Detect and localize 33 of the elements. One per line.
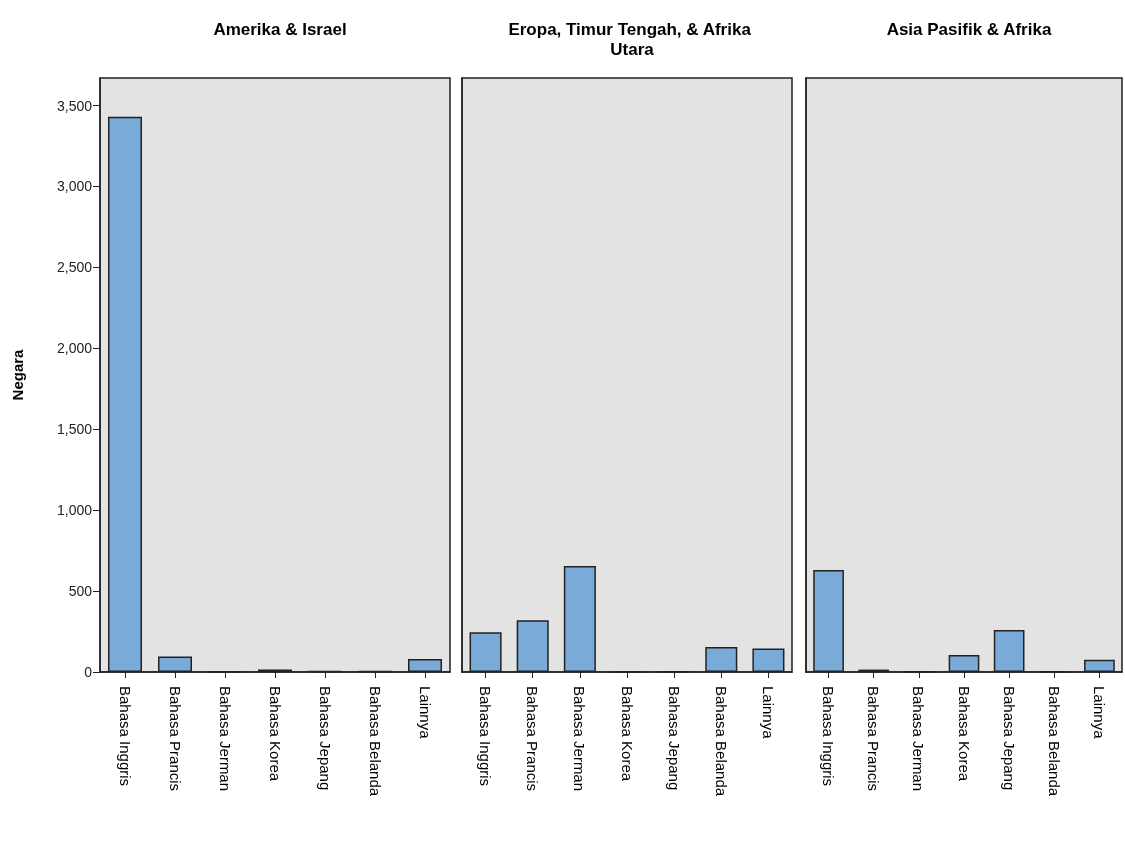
x-tick-label: Bahasa Jepang — [665, 686, 683, 791]
x-tick-label: Bahasa Belanda — [1045, 686, 1063, 797]
y-tick-label: 500 — [68, 583, 93, 600]
x-tick-label: Bahasa Prancis — [865, 686, 883, 792]
x-tick-label: Lainnya — [1090, 686, 1108, 740]
chart-title: Amerika & Israel — [213, 19, 347, 39]
y-tick-label: 2,500 — [56, 259, 93, 276]
y-tick-label: 1,500 — [56, 421, 93, 438]
x-tick-label: Bahasa Inggris — [820, 686, 838, 787]
chart-title: Eropa, Timur Tengah, & Afrika Utara — [508, 19, 756, 59]
x-tick-label: Bahasa Belanda — [366, 686, 384, 797]
chart-title: Asia Pasifik & Afrika — [886, 19, 1052, 39]
x-tick-label: Bahasa Jerman — [910, 686, 928, 792]
x-tick-label: Lainnya — [416, 686, 434, 740]
y-tick-label: 1,000 — [56, 502, 93, 519]
y-axis-title: Negara — [9, 348, 26, 401]
x-tick-label: Bahasa Inggris — [116, 686, 134, 787]
x-tick-label: Bahasa Jepang — [316, 686, 334, 791]
x-tick-label: Bahasa Prancis — [166, 686, 184, 792]
x-tick-label: Bahasa Inggris — [477, 686, 495, 787]
y-tick-label: 0 — [84, 664, 93, 680]
x-tick-label: Lainnya — [759, 686, 777, 740]
x-tick-label: Bahasa Jerman — [571, 686, 589, 792]
x-tick-label: Bahasa Korea — [955, 686, 973, 782]
x-tick-label: Bahasa Korea — [266, 686, 284, 782]
y-tick-label: 3,000 — [56, 178, 93, 195]
x-tick-label: Bahasa Jepang — [1000, 686, 1018, 791]
y-tick-label: 2,000 — [56, 340, 93, 357]
x-tick-label: Bahasa Belanda — [712, 686, 730, 797]
x-tick-label: Bahasa Jerman — [216, 686, 234, 792]
y-tick-label: 3,500 — [56, 97, 93, 114]
x-tick-label: Bahasa Prancis — [524, 686, 542, 792]
x-tick-label: Bahasa Korea — [618, 686, 636, 782]
